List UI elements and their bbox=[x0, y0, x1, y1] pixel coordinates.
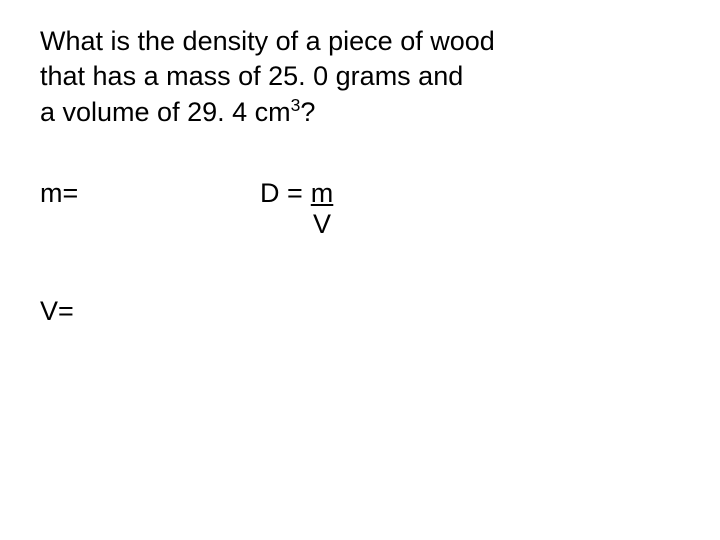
question-line-3-superscript: 3 bbox=[291, 95, 301, 115]
formula-numerator: m bbox=[307, 178, 338, 209]
work-area: m= D = m V V= bbox=[40, 178, 680, 327]
question-line-3-pre: a volume of 29. 4 cm bbox=[40, 97, 291, 127]
question-text: What is the density of a piece of wood t… bbox=[40, 24, 680, 130]
volume-label: V= bbox=[40, 296, 260, 327]
formula-fraction: m V bbox=[307, 178, 338, 240]
question-line-1: What is the density of a piece of wood bbox=[40, 26, 495, 56]
volume-row: V= bbox=[40, 296, 680, 327]
density-formula: D = m V bbox=[260, 178, 337, 240]
question-line-2: that has a mass of 25. 0 grams and bbox=[40, 61, 463, 91]
formula-denominator: V bbox=[309, 209, 335, 240]
mass-row: m= D = m V bbox=[40, 178, 680, 240]
question-line-3-post: ? bbox=[300, 97, 315, 127]
formula-left: D = bbox=[260, 178, 303, 209]
mass-label: m= bbox=[40, 178, 260, 209]
